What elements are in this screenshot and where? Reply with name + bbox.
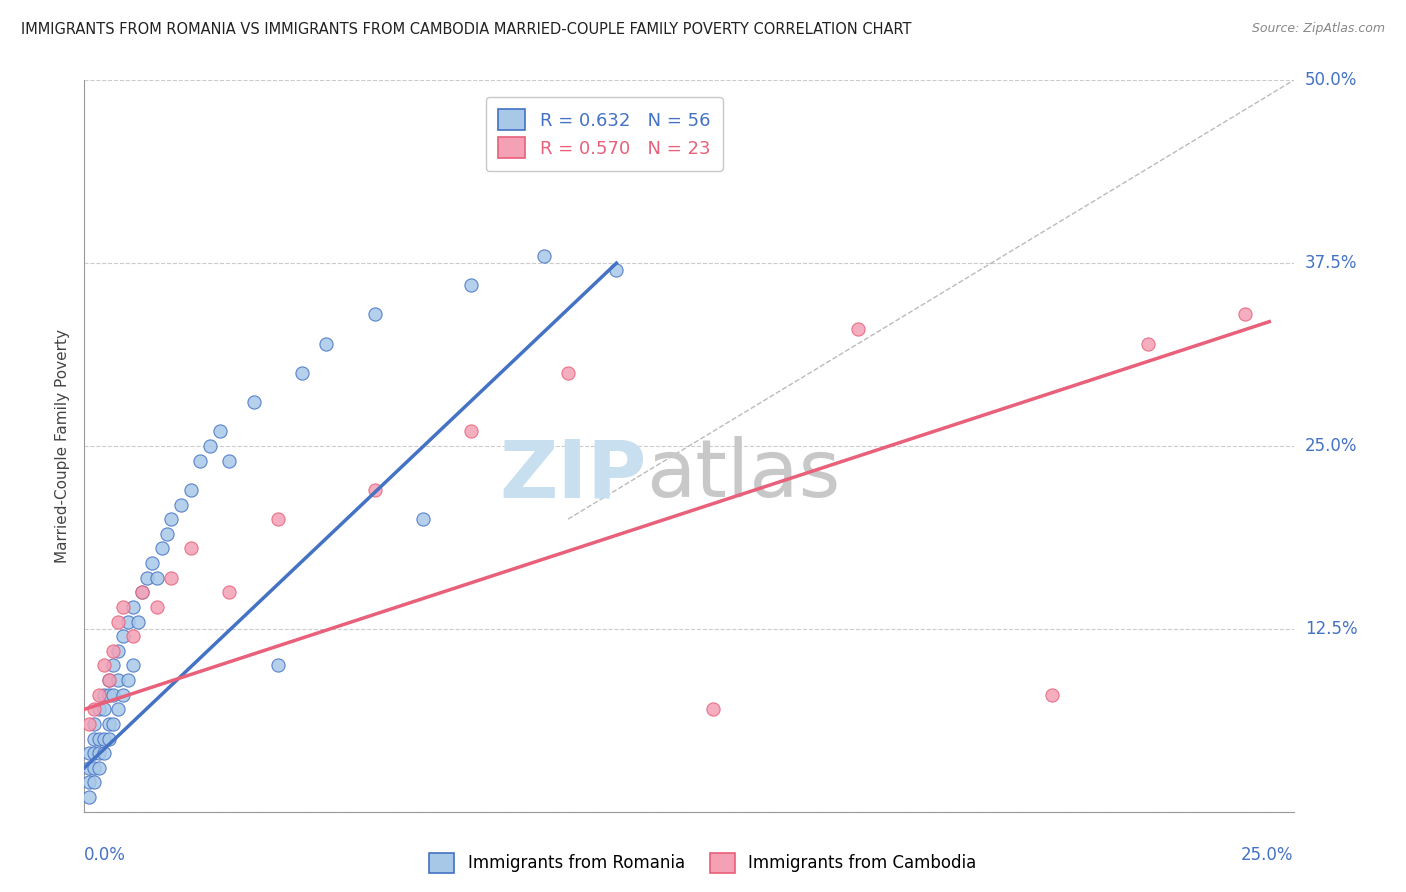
Point xyxy=(198,439,221,453)
Point xyxy=(87,731,110,746)
Point xyxy=(103,688,125,702)
Point xyxy=(83,761,105,775)
Point xyxy=(150,541,173,556)
Point xyxy=(180,541,202,556)
Point xyxy=(460,278,482,293)
Point xyxy=(605,263,627,277)
Point xyxy=(77,746,100,760)
Text: ZIP: ZIP xyxy=(499,436,647,515)
Point xyxy=(103,658,125,673)
Point xyxy=(170,498,193,512)
Point xyxy=(412,512,434,526)
Point xyxy=(117,615,139,629)
Point xyxy=(155,526,177,541)
Text: atlas: atlas xyxy=(647,436,841,515)
Point xyxy=(117,673,139,687)
Point xyxy=(702,702,724,716)
Point xyxy=(533,249,555,263)
Point xyxy=(93,688,115,702)
Point xyxy=(242,395,264,409)
Point xyxy=(460,425,482,439)
Point xyxy=(107,702,129,716)
Point xyxy=(180,483,202,497)
Point xyxy=(363,483,385,497)
Point xyxy=(315,336,337,351)
Point xyxy=(131,585,153,599)
Text: IMMIGRANTS FROM ROMANIA VS IMMIGRANTS FROM CAMBODIA MARRIED-COUPLE FAMILY POVERT: IMMIGRANTS FROM ROMANIA VS IMMIGRANTS FR… xyxy=(21,22,911,37)
Point xyxy=(121,599,143,614)
Point xyxy=(77,790,100,805)
Point xyxy=(267,512,290,526)
Point xyxy=(87,761,110,775)
Text: 0.0%: 0.0% xyxy=(84,847,127,864)
Point xyxy=(97,673,120,687)
Point xyxy=(83,746,105,760)
Point xyxy=(267,658,290,673)
Point xyxy=(208,425,231,439)
Point xyxy=(87,746,110,760)
Point xyxy=(557,366,579,380)
Point xyxy=(146,571,169,585)
Point xyxy=(83,717,105,731)
Point xyxy=(87,702,110,716)
Point xyxy=(103,644,125,658)
Point xyxy=(93,731,115,746)
Point xyxy=(131,585,153,599)
Point xyxy=(87,688,110,702)
Point xyxy=(77,717,100,731)
Point xyxy=(112,599,135,614)
Point xyxy=(77,761,100,775)
Point xyxy=(121,658,143,673)
Text: Source: ZipAtlas.com: Source: ZipAtlas.com xyxy=(1251,22,1385,36)
Text: 25.0%: 25.0% xyxy=(1241,847,1294,864)
Point xyxy=(83,731,105,746)
Point xyxy=(97,731,120,746)
Point xyxy=(218,585,240,599)
Legend: R = 0.632   N = 56, R = 0.570   N = 23: R = 0.632 N = 56, R = 0.570 N = 23 xyxy=(485,96,723,171)
Point xyxy=(1137,336,1160,351)
Point xyxy=(97,673,120,687)
Point xyxy=(83,775,105,789)
Point xyxy=(127,615,149,629)
Point xyxy=(93,746,115,760)
Point xyxy=(846,322,869,336)
Point xyxy=(77,775,100,789)
Text: 37.5%: 37.5% xyxy=(1305,254,1357,272)
Legend: Immigrants from Romania, Immigrants from Cambodia: Immigrants from Romania, Immigrants from… xyxy=(423,847,983,880)
Point xyxy=(107,615,129,629)
Point xyxy=(93,658,115,673)
Point xyxy=(103,717,125,731)
Y-axis label: Married-Couple Family Poverty: Married-Couple Family Poverty xyxy=(55,329,70,563)
Text: 12.5%: 12.5% xyxy=(1305,620,1357,638)
Text: 50.0%: 50.0% xyxy=(1305,71,1357,89)
Point xyxy=(97,688,120,702)
Point xyxy=(146,599,169,614)
Text: 25.0%: 25.0% xyxy=(1305,437,1357,455)
Point xyxy=(160,571,183,585)
Point xyxy=(107,644,129,658)
Point xyxy=(97,717,120,731)
Point xyxy=(83,702,105,716)
Point xyxy=(112,688,135,702)
Point xyxy=(1040,688,1063,702)
Point xyxy=(190,453,212,467)
Point xyxy=(218,453,240,467)
Point xyxy=(363,307,385,321)
Point xyxy=(93,702,115,716)
Point xyxy=(1234,307,1257,321)
Point xyxy=(136,571,159,585)
Point xyxy=(107,673,129,687)
Point xyxy=(291,366,314,380)
Point xyxy=(141,556,163,570)
Point xyxy=(160,512,183,526)
Point xyxy=(112,629,135,643)
Point xyxy=(121,629,143,643)
